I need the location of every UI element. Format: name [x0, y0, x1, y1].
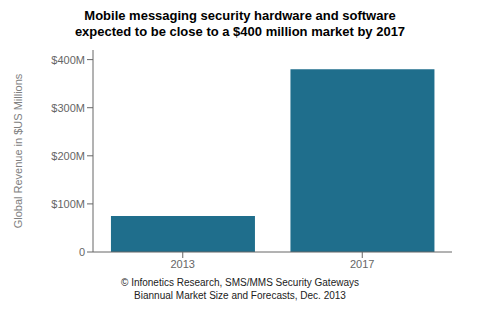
html-text:© Infonetics Research, SMS/MMS: © Infonetics Research, SMS/MMS Security …: [121, 277, 359, 288]
svg-text:$400M: $400M: [51, 54, 85, 66]
svg-text:0: 0: [79, 246, 85, 258]
svg-text:2013: 2013: [171, 258, 195, 270]
svg-text:$200M: $200M: [51, 150, 85, 162]
svg-text:Global Revenue in $US Millions: Global Revenue in $US Millions: [12, 73, 24, 228]
html-text:Mobile messaging security hard: Mobile messaging security hardware and s…: [84, 8, 396, 23]
svg-text:$300M: $300M: [51, 102, 85, 114]
svg-text:$100M: $100M: [51, 198, 85, 210]
svg-text:2017: 2017: [350, 258, 374, 270]
html-text:expected to be close to a $400: expected to be close to a $400 million m…: [74, 24, 406, 39]
html-text:Biannual Market Size and Forec: Biannual Market Size and Forecasts, Dec.…: [134, 290, 346, 301]
